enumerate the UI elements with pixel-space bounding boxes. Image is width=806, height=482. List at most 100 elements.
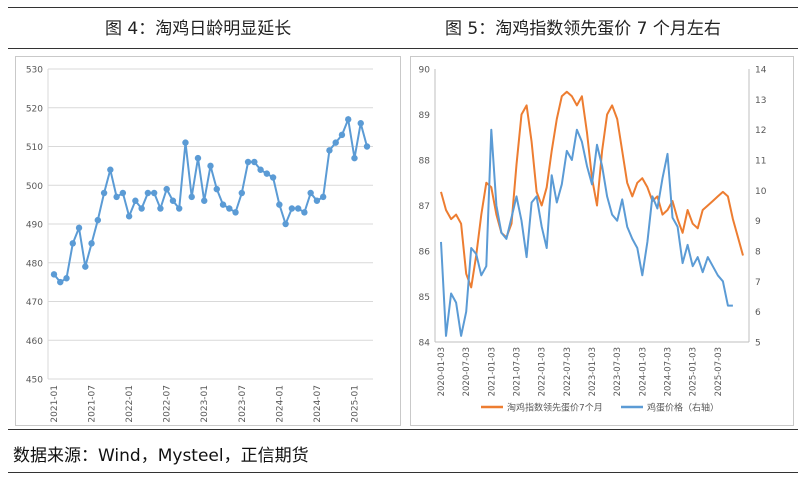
data-point [307,189,314,197]
x-tick-label: 2023-01-03 [588,347,598,396]
data-point [326,147,333,154]
y-tick-label: 530 [26,66,43,76]
data-point [138,205,145,212]
data-point [294,205,302,212]
series-line-1 [440,128,733,337]
x-tick-label: 2021-07 [88,385,98,423]
data-point [82,263,89,270]
legend-label: 鸡蛋价格（右轴） [647,402,719,414]
data-point [351,154,358,162]
data-point [207,162,214,170]
y-tick-label: 480 [26,259,43,269]
x-tick-label: 2024-07-03 [664,347,674,396]
footer-rule [8,472,798,473]
data-point [119,189,127,197]
left-y-tick-label: 89 [419,111,431,121]
data-point [169,197,177,204]
data-point [182,139,189,146]
right-y-tick-label: 10 [755,187,767,197]
right-y-tick-label: 13 [755,96,766,106]
data-point [338,131,346,139]
data-point [150,189,158,197]
left-y-tick-label: 90 [419,66,431,76]
data-point [50,271,58,278]
x-tick-label: 2022-01-03 [538,347,548,396]
data-point [219,201,227,208]
y-tick-label: 490 [26,221,43,231]
right-y-tick-label: 8 [755,248,761,258]
data-point [144,189,152,197]
data-point [100,189,108,197]
x-tick-label: 2020-07-03 [462,347,472,396]
right-y-tick-label: 12 [755,126,766,136]
data-point [226,205,233,212]
data-point [319,193,327,201]
data-point [263,170,271,177]
right-y-tick-label: 9 [755,217,761,227]
data-point [276,201,283,208]
x-tick-label: 2025-01 [350,385,360,423]
x-tick-label: 2025-01-03 [689,347,699,396]
data-point [75,224,83,232]
x-tick-label: 2024-01-03 [638,347,648,396]
x-tick-label: 2023-01 [200,385,210,423]
right-y-tick-label: 6 [755,308,761,318]
data-point [301,209,308,216]
data-point [88,240,95,247]
y-tick-label: 510 [26,143,43,153]
left-y-tick-label: 84 [419,339,431,349]
y-tick-label: 450 [26,376,43,386]
x-tick-label: 2021-07-03 [513,347,523,396]
data-point [57,278,64,286]
data-point [188,193,195,201]
bottom-rule [8,429,798,430]
x-tick-label: 2020-01-03 [437,347,447,396]
data-point [176,205,183,212]
data-point [107,166,114,173]
left-y-tick-label: 87 [419,202,430,212]
right-y-tick-label: 14 [755,66,767,76]
right-chart-panel: 84 85 86 87 88 89 90 5 6 7 8 9 10 11 12 13 14 2020-01-03 2… [410,56,794,426]
data-point [157,205,164,212]
data-point [288,205,296,212]
data-point [113,193,120,201]
data-point [257,166,264,173]
data-point [94,216,102,224]
y-tick-label: 460 [26,337,43,347]
data-point [282,220,289,228]
x-tick-label: 2022-07 [163,385,173,423]
data-point [194,154,202,162]
x-tick-label: 2022-07-03 [563,347,573,396]
source-note: 数据来源：Wind，Mysteel，正信期货 [13,446,309,466]
data-point [269,174,277,181]
data-point [345,116,352,123]
right-chart-title: 图 5：淘鸡指数领先蛋价 7 个月左右 [445,19,721,39]
data-point [244,158,252,166]
data-point [357,120,364,127]
left-y-tick-label: 88 [419,157,431,167]
y-tick-label: 500 [26,182,43,192]
legend-label: 淘鸡指数领先蛋价7个月 [507,402,603,414]
data-point [313,197,321,204]
x-tick-label: 2022-01 [125,385,135,423]
x-tick-label: 2021-01 [50,385,60,423]
data-point [201,197,208,204]
data-point [163,185,170,193]
left-chart-panel: 450 460 470 480 490 500 510 520 530 2021-01 2021-0… [15,56,401,426]
data-point [125,213,133,220]
x-tick-label: 2024-07 [313,385,323,423]
data-point [69,240,76,247]
data-point [251,158,258,166]
y-tick-label: 520 [26,104,43,114]
data-point [332,139,339,146]
x-tick-label: 2021-01-03 [487,347,497,396]
data-point [132,197,139,204]
left-y-tick-label: 85 [419,293,430,303]
data-point [213,185,220,193]
data-point [63,275,70,282]
left-chart-title: 图 4：淘鸡日龄明显延长 [105,19,292,39]
x-tick-label: 2024-01 [275,385,285,423]
right-y-tick-label: 7 [755,278,761,288]
x-tick-label: 2023-07-03 [613,347,623,396]
